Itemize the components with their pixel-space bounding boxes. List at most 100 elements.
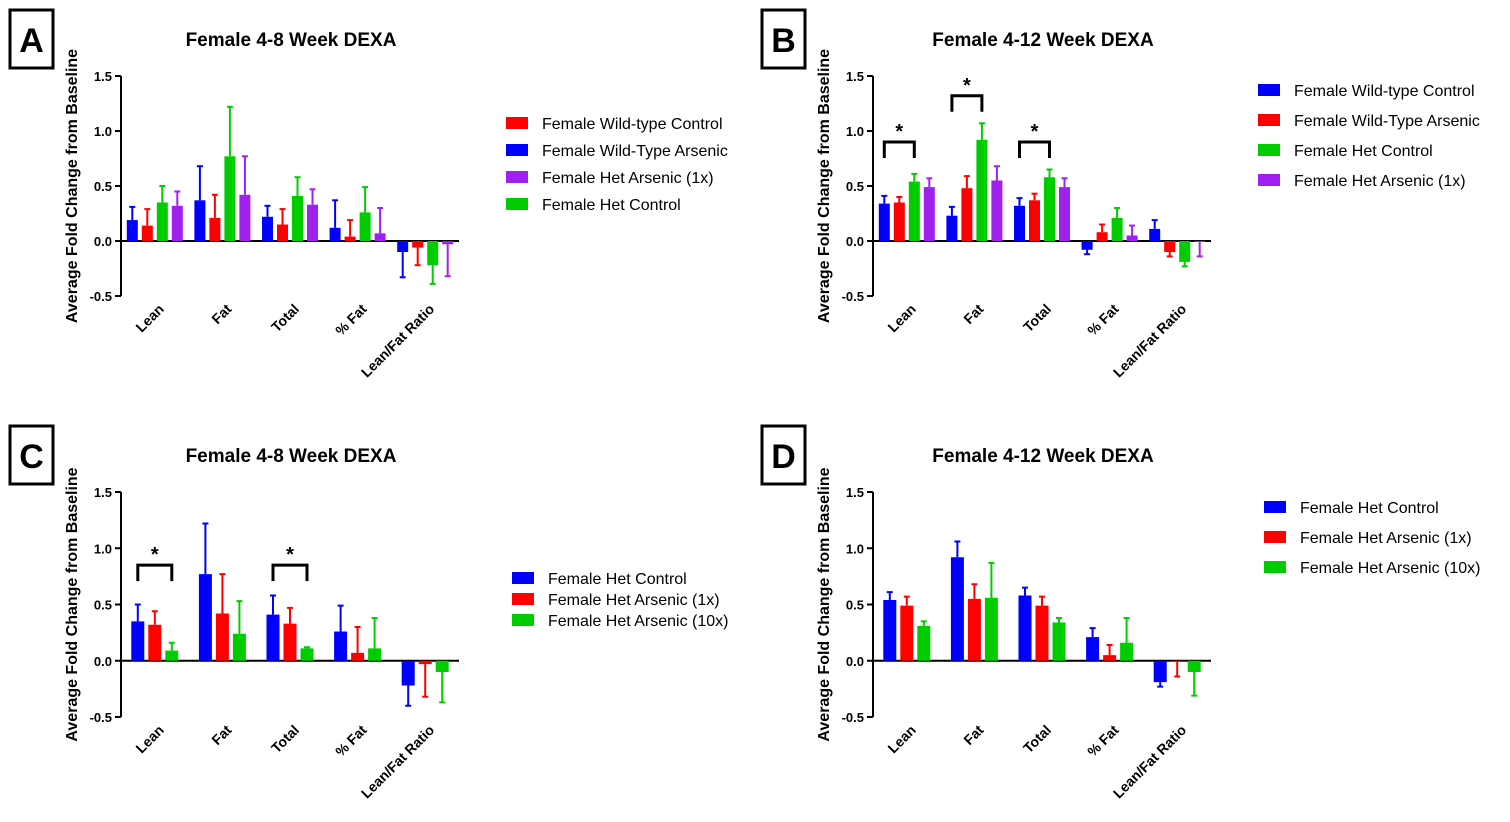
y-tick-label: 0.0 [94, 234, 112, 249]
bar [442, 241, 454, 245]
legend-swatch [506, 144, 528, 156]
bar [359, 212, 371, 241]
bar [991, 180, 1003, 241]
significance-star: * [151, 544, 159, 566]
y-tick-label: 0.5 [846, 598, 864, 613]
bar [401, 660, 415, 686]
y-tick-label: 1.0 [846, 541, 864, 556]
y-axis-label: Average Fold Change from Baseline [816, 49, 833, 323]
y-tick-label: 1.0 [94, 541, 112, 556]
y-tick-label: 0.0 [846, 234, 864, 249]
panel-letter-box [8, 8, 55, 70]
y-tick-label: 1.0 [94, 124, 112, 139]
bar [194, 200, 206, 241]
bar [148, 624, 162, 661]
chart-panel-d: D Female 4-12 Week DEXA Average Fold Chang… [760, 424, 1481, 801]
bar [923, 187, 935, 241]
bar [171, 205, 183, 241]
category-label: Lean [132, 301, 166, 335]
bar [1096, 232, 1108, 241]
chart-title: Female 4-8 Week DEXA [186, 446, 397, 467]
category-label: % Fat [1084, 722, 1122, 760]
panel-letter-box [8, 424, 55, 486]
bar [1035, 605, 1049, 661]
bar [156, 202, 168, 241]
category-label: Lean/Fat Ratio [358, 301, 438, 381]
bar [1044, 177, 1055, 241]
bar [351, 652, 365, 661]
bar [334, 631, 348, 661]
y-tick-label: 1.5 [846, 485, 864, 500]
bar [209, 217, 221, 241]
chart-title: Female 4-12 Week DEXA [932, 446, 1154, 467]
bar [1153, 660, 1167, 683]
category-label: Total [1020, 722, 1054, 756]
legend-swatch [1258, 174, 1280, 186]
significance-star: * [895, 121, 903, 143]
category-label: Fat [960, 301, 986, 327]
significance-bracket [950, 94, 984, 112]
bar [976, 139, 988, 241]
category-label: Lean [884, 301, 918, 335]
bar [262, 216, 273, 241]
legend-swatch [1264, 501, 1286, 513]
bar [300, 648, 314, 661]
category-label: Lean [884, 722, 918, 756]
bar [1164, 241, 1176, 252]
legend-label: Female Het Arsenic (10x) [548, 613, 729, 630]
bar [917, 625, 931, 661]
category-label: Lean/Fat Ratio [358, 722, 438, 802]
category-label: Lean/Fat Ratio [1110, 301, 1190, 381]
category-label: Fat [208, 722, 234, 748]
bar [950, 557, 964, 661]
bar [198, 574, 212, 661]
legend-label: Female Het Arsenic (1x) [548, 592, 720, 609]
category-label: Total [268, 722, 302, 756]
legend-swatch [512, 593, 534, 605]
legend-swatch [1258, 144, 1280, 156]
legend-swatch [506, 171, 528, 183]
y-axis-label: Average Fold Change from Baseline [64, 467, 81, 741]
bar [946, 215, 958, 241]
y-axis-label: Average Fold Change from Baseline [816, 467, 833, 741]
significance-bracket [271, 563, 309, 582]
category-label: Lean [132, 722, 166, 756]
bar [984, 597, 998, 661]
legend-label: Female Het Arsenic (1x) [1300, 530, 1472, 547]
bar [900, 605, 914, 661]
bar [131, 621, 145, 661]
bar [126, 220, 138, 241]
bar [1103, 655, 1117, 661]
bar [344, 236, 356, 241]
legend-swatch [1258, 114, 1280, 126]
bar [435, 660, 449, 672]
legend-swatch [506, 117, 528, 129]
bar [418, 660, 432, 665]
bar [1170, 660, 1184, 662]
bar [1029, 200, 1040, 241]
chart-panel-b: B Female 4-12 Week DEXA Average Fold Chang… [760, 8, 1480, 381]
bar [893, 202, 905, 241]
legend-label: Female Het Control [1294, 143, 1433, 160]
category-label: % Fat [332, 301, 370, 339]
panel-letter-box [760, 424, 807, 486]
y-tick-label: 0.5 [846, 179, 864, 194]
panel-letter: B [771, 22, 796, 60]
chart-title: Female 4-8 Week DEXA [186, 30, 397, 51]
panel-letter: C [19, 438, 44, 476]
significance-star: * [1031, 121, 1039, 143]
bar [292, 195, 303, 241]
bar [141, 225, 153, 241]
y-tick-label: 0.5 [94, 179, 112, 194]
bar [1187, 660, 1201, 672]
bar [232, 633, 246, 661]
legend-swatch [1258, 84, 1280, 96]
bar [1014, 205, 1025, 241]
bar [215, 613, 229, 661]
legend-label: Female Wild-type Control [542, 116, 723, 133]
legend-label: Female Het Arsenic (10x) [1300, 560, 1481, 577]
bar [1059, 187, 1070, 241]
legend-swatch [506, 198, 528, 210]
legend-label: Female Het Control [1300, 500, 1439, 517]
chart-panel-a: A Female 4-8 Week DEXA Average Fold Change… [8, 8, 728, 381]
